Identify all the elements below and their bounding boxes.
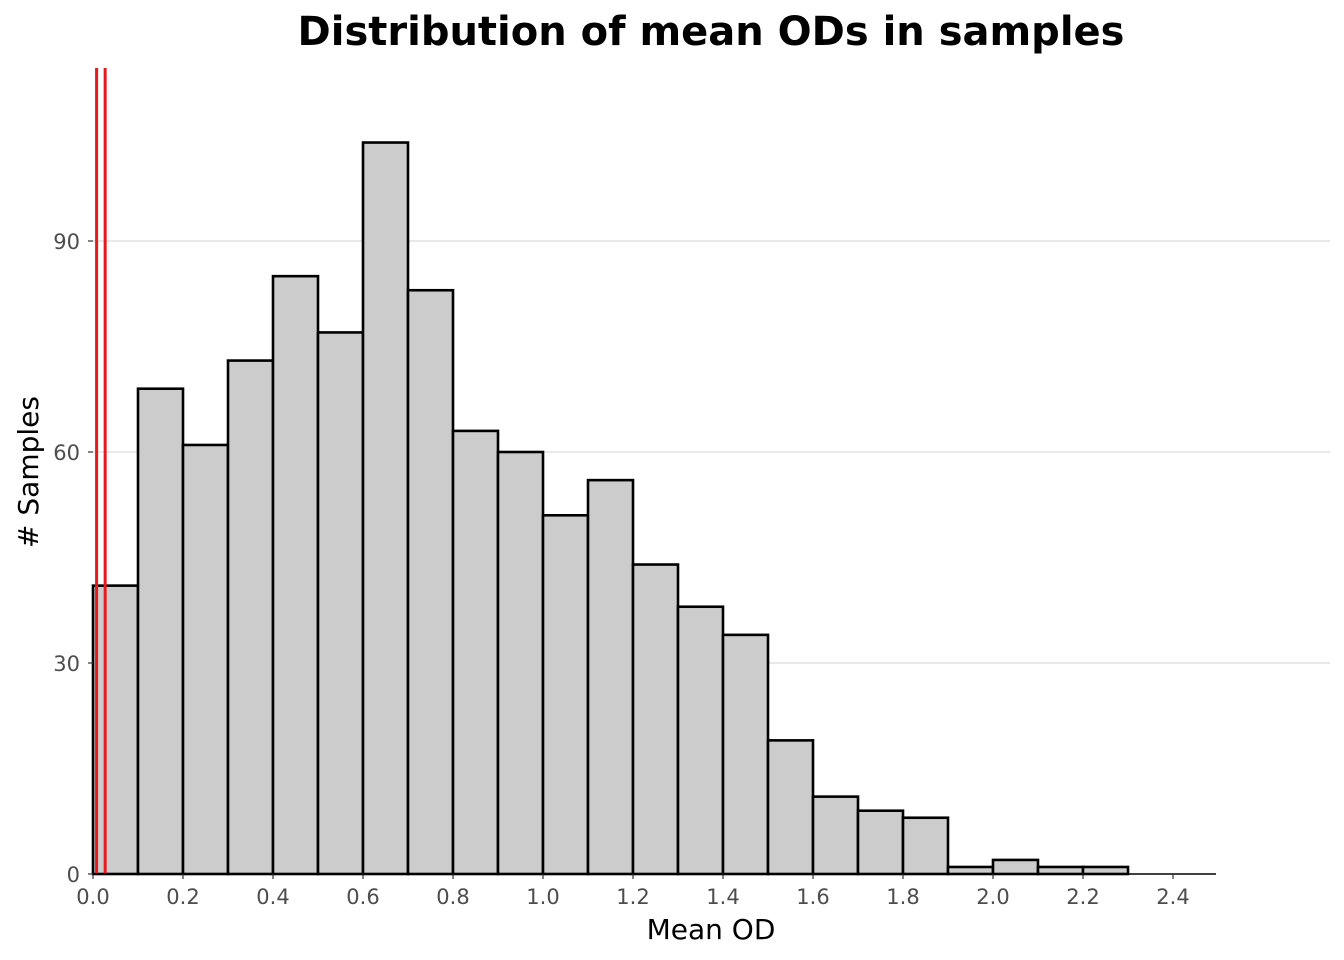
y-tick-label: 0 <box>67 863 80 887</box>
histogram-bar-7 <box>361 141 410 876</box>
x-tick-label: 1.8 <box>886 885 919 909</box>
x-tick-label: 0.4 <box>256 885 289 909</box>
histogram-bar-9 <box>451 429 500 876</box>
chart-title: Distribution of mean ODs in samples <box>298 9 1125 55</box>
histogram-bar-8 <box>406 288 455 876</box>
x-tick-label: 0.2 <box>166 885 199 909</box>
histogram-bar-19 <box>901 816 950 876</box>
histogram-bar-14 <box>676 605 725 876</box>
histogram-bar-5 <box>271 274 320 876</box>
x-tick-label: 0.0 <box>76 885 109 909</box>
x-tick-label: 0.8 <box>436 885 469 909</box>
y-tick-label: 60 <box>53 441 80 465</box>
y-tick-label: 90 <box>53 230 80 254</box>
histogram-bar-1 <box>91 584 140 876</box>
y-tick-label: 30 <box>53 652 80 676</box>
histogram-bar-12 <box>586 478 635 876</box>
histogram-bar-17 <box>811 795 860 876</box>
x-tick-label: 2.0 <box>976 885 1009 909</box>
histogram-bars <box>91 141 1130 876</box>
x-tick-label: 0.6 <box>346 885 379 909</box>
histogram-bar-2 <box>136 387 185 876</box>
x-tick-label: 1.4 <box>706 885 739 909</box>
x-tick-label: 1.2 <box>616 885 649 909</box>
x-tick-label: 1.6 <box>796 885 829 909</box>
histogram-bar-11 <box>541 513 590 876</box>
histogram-bar-21 <box>991 858 1040 876</box>
histogram-bar-23 <box>1081 865 1130 876</box>
histogram-bar-18 <box>856 809 905 876</box>
histogram-bar-3 <box>181 443 230 876</box>
histogram-bar-20 <box>946 865 995 876</box>
histogram-bar-13 <box>631 563 680 876</box>
x-axis-ticks: 0.0 0.2 0.4 0.6 0.8 1.0 1.2 1.4 1.6 1.8 2.0 2.2 2.4 <box>76 874 1190 909</box>
x-tick-label: 2.2 <box>1066 885 1099 909</box>
histogram-bar-6 <box>316 331 365 876</box>
x-axis-title: Mean OD <box>647 913 776 946</box>
histogram-bar-16 <box>766 739 815 876</box>
y-axis-title: # Samples <box>12 396 45 548</box>
histogram-bar-22 <box>1036 865 1085 876</box>
y-axis-ticks: 0 30 60 90 <box>53 230 93 887</box>
histogram-bar-4 <box>226 359 275 876</box>
histogram-bar-15 <box>721 633 770 876</box>
x-tick-label: 2.4 <box>1156 885 1189 909</box>
histogram-bar-10 <box>496 450 545 876</box>
reference-lines <box>95 68 107 874</box>
x-tick-label: 1.0 <box>526 885 559 909</box>
